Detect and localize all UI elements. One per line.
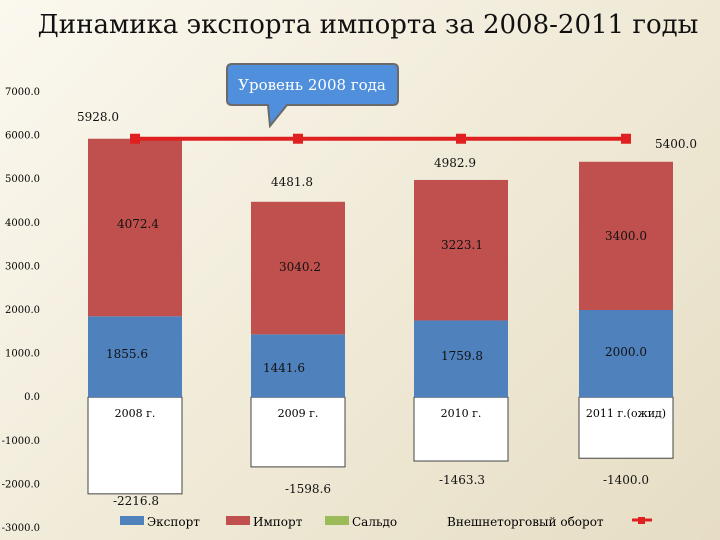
data-label-import: 3400.0 — [605, 229, 647, 243]
legend-swatch-saldo — [325, 516, 349, 525]
y-tick-label: 2000.0 — [5, 305, 40, 316]
data-labels-group: 1855.6 4072.4 -2216.8 5928.0 1441.6 3040.2 -15… — [77, 110, 697, 508]
bar-import — [88, 138, 182, 317]
y-tick-label: -1000.0 — [2, 436, 40, 447]
reference-line-marker — [456, 133, 466, 144]
bar-import — [414, 179, 508, 321]
legend-label-import: Импорт — [253, 515, 303, 529]
category-label: 2008 г. — [115, 407, 156, 420]
bar-export — [579, 310, 673, 398]
bar-export — [414, 320, 508, 398]
reference-line-marker — [293, 133, 303, 144]
bars-group: 2008 г. 2009 г. 2010 г. 2011 г.(ожид) — [87, 138, 674, 495]
data-label-turnover: 5400.0 — [655, 137, 697, 151]
y-tick-label: 5000.0 — [5, 174, 40, 185]
bar-export — [251, 334, 345, 398]
reference-line-marker — [621, 133, 631, 144]
legend-marker-reference — [638, 517, 645, 524]
data-label-export: 1441.6 — [263, 361, 305, 375]
y-tick-label: 3000.0 — [5, 261, 40, 272]
data-label-import: 3223.1 — [441, 238, 483, 252]
data-label-turnover: 4982.9 — [434, 156, 476, 170]
data-label-export: 2000.0 — [605, 345, 647, 359]
category-label: 2010 г. — [441, 407, 482, 420]
bar-import — [579, 161, 673, 310]
y-tick-label: 1000.0 — [5, 349, 40, 360]
y-tick-label: 7000.0 — [5, 87, 40, 98]
category-label: 2011 г.(ожид) — [586, 407, 666, 420]
data-label-saldo: -1463.3 — [439, 473, 485, 487]
callout-bubble — [226, 63, 399, 129]
chart-title: Динамика экспорта импорта за 2008-2011 г… — [38, 10, 699, 40]
y-tick-label: 0.0 — [24, 392, 40, 403]
reference-line-marker — [130, 133, 140, 144]
data-label-export: 1759.8 — [441, 349, 483, 363]
data-label-import: 4072.4 — [117, 217, 159, 231]
data-label-saldo: -1400.0 — [603, 473, 649, 487]
y-tick-label: -3000.0 — [2, 523, 40, 534]
bar-export — [88, 316, 182, 398]
y-tick-label: 6000.0 — [5, 131, 40, 142]
data-label-import: 3040.2 — [279, 260, 321, 274]
legend-label-saldo: Сальдо — [352, 515, 397, 529]
data-label-turnover: 4481.8 — [271, 175, 313, 189]
data-label-export: 1855.6 — [106, 347, 148, 361]
reference-line-group — [130, 133, 631, 144]
data-label-saldo: -2216.8 — [113, 494, 159, 508]
data-label-turnover: 5928.0 — [77, 110, 119, 124]
data-label-saldo: -1598.6 — [285, 482, 331, 496]
legend-swatch-export — [120, 516, 144, 525]
legend-swatch-import — [226, 516, 250, 525]
bar-import — [251, 201, 345, 335]
bar-saldo — [87, 396, 183, 495]
y-tick-label: 4000.0 — [5, 218, 40, 229]
bar-saldo — [250, 396, 346, 468]
legend-label-turnover: Внешнеторговый оборот — [447, 515, 604, 529]
y-tick-label: -2000.0 — [2, 479, 40, 490]
category-label: 2009 г. — [278, 407, 319, 420]
legend: Экспорт Импорт Сальдо Внешнеторговый обо… — [120, 515, 652, 529]
legend-label-export: Экспорт — [147, 515, 200, 529]
callout-text: Уровень 2008 года — [238, 76, 386, 94]
y-axis: 7000.0 6000.0 5000.0 4000.0 3000.0 2000.0 1000… — [2, 87, 40, 534]
callout-level-2008: Уровень 2008 года — [226, 63, 399, 129]
bar-saldo — [578, 396, 674, 459]
